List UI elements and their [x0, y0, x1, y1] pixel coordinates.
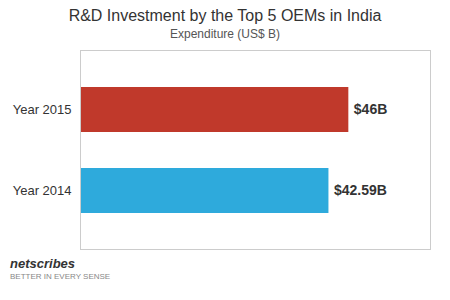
html-text:BETTER IN EVERY SENSE: BETTER IN EVERY SENSE — [10, 272, 111, 281]
html-text:Expenditure (US$ B): Expenditure (US$ B) — [170, 27, 280, 41]
svg-text:$46B: $46B — [354, 101, 387, 117]
html-text:netscribes: netscribes — [10, 256, 75, 271]
svg-text:Year 2014: Year 2014 — [13, 183, 72, 198]
html-text:R&D Investment by the Top 5 OE: R&D Investment by the Top 5 OEMs in Indi… — [68, 7, 382, 24]
svg-text:Year 2015: Year 2015 — [13, 102, 72, 117]
svg-text:$42.59B: $42.59B — [334, 182, 387, 198]
